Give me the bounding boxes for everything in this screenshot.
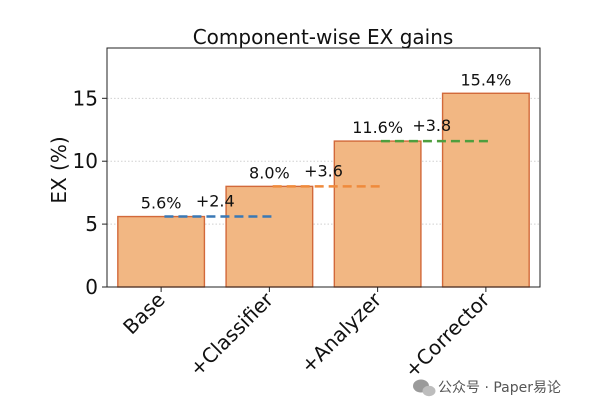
y-tick-label: 10 <box>73 149 98 173</box>
chart-title: Component-wise EX gains <box>193 25 454 49</box>
bar <box>333 140 422 288</box>
bars <box>117 92 530 288</box>
bar <box>225 185 314 288</box>
x-axis: Base +Classifier +Analyzer +Corrector <box>118 287 495 382</box>
gain-lines <box>164 139 490 218</box>
y-axis: 0 5 10 15 <box>73 86 107 299</box>
data-labels: 5.6% 8.0% 11.6% 15.4% +2.4 +3.6 +3.8 <box>141 70 511 212</box>
watermark: 公众号 · Paper易论 <box>413 379 561 397</box>
gain-label: +3.6 <box>304 161 343 180</box>
y-tick-label: 0 <box>85 275 98 299</box>
data-label: 11.6% <box>352 118 403 137</box>
data-label: 8.0% <box>249 163 290 182</box>
gain-label: +2.4 <box>196 192 235 211</box>
y-axis-label: EX (%) <box>47 136 71 203</box>
x-tick-label: +Analyzer <box>296 287 387 378</box>
data-label: 5.6% <box>141 194 182 213</box>
x-tick-label: Base <box>118 288 169 339</box>
x-tick-label: +Corrector <box>400 287 495 382</box>
wechat-icon <box>413 379 436 397</box>
watermark-text: 公众号 · Paper易论 <box>438 380 561 396</box>
y-tick-label: 15 <box>73 86 98 110</box>
plot-frame <box>106 47 541 288</box>
x-tick-label: +Classifier <box>185 287 279 381</box>
gain-label: +3.8 <box>412 116 451 135</box>
y-tick-label: 5 <box>85 212 98 236</box>
bar <box>117 215 206 288</box>
bar <box>441 92 530 288</box>
data-label: 15.4% <box>460 70 511 89</box>
